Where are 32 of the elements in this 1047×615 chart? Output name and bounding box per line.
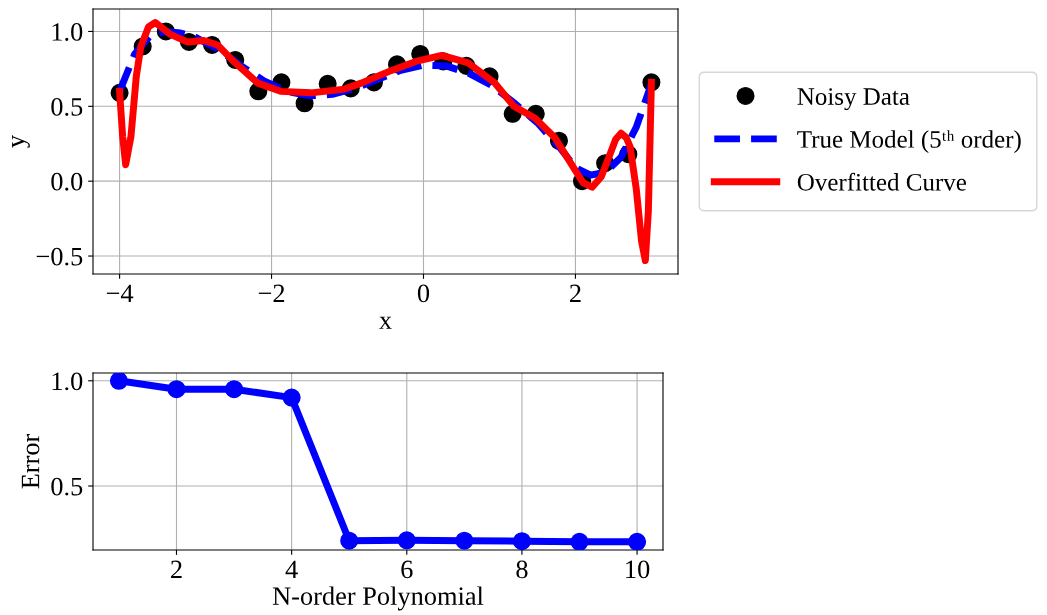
x-tick-label: 4 xyxy=(285,560,298,579)
y-tick-label: 1.0 xyxy=(52,372,83,391)
y-axis-title: y xyxy=(12,135,30,148)
legend-label: Overfitted Curve xyxy=(797,172,966,191)
point xyxy=(570,532,589,550)
point xyxy=(397,531,416,550)
point xyxy=(512,532,531,550)
point xyxy=(282,388,301,407)
legend-label: Noisy Data xyxy=(797,88,910,111)
x-tick-label: −4 xyxy=(106,284,134,303)
x-tick-label: −2 xyxy=(258,284,285,303)
x-axis-title: x xyxy=(379,316,392,329)
y-axis-title: Error xyxy=(21,433,40,489)
x-axis-title: N-order Polynomial xyxy=(272,586,484,611)
x-tick-label: 2 xyxy=(171,560,182,579)
x-tick-label: 10 xyxy=(626,560,650,579)
point xyxy=(225,380,244,399)
y-tick-label: 0.5 xyxy=(51,97,83,116)
x-tick-label: 0 xyxy=(417,284,430,303)
legend-label: True Model (5ᵗʰ order) xyxy=(797,130,1021,153)
y-tick-label: 1.0 xyxy=(52,23,83,41)
point xyxy=(455,531,474,550)
x-tick-label: 6 xyxy=(401,560,413,579)
point xyxy=(340,531,359,550)
point xyxy=(628,532,647,550)
x-tick-label: 2 xyxy=(570,284,581,303)
y-tick-label: 0.0 xyxy=(51,172,83,191)
point xyxy=(167,380,186,399)
x-tick-label: 8 xyxy=(516,560,528,579)
y-tick-label: 0.5 xyxy=(51,477,83,496)
point xyxy=(109,373,128,390)
y-tick-label: −0.5 xyxy=(36,247,83,266)
